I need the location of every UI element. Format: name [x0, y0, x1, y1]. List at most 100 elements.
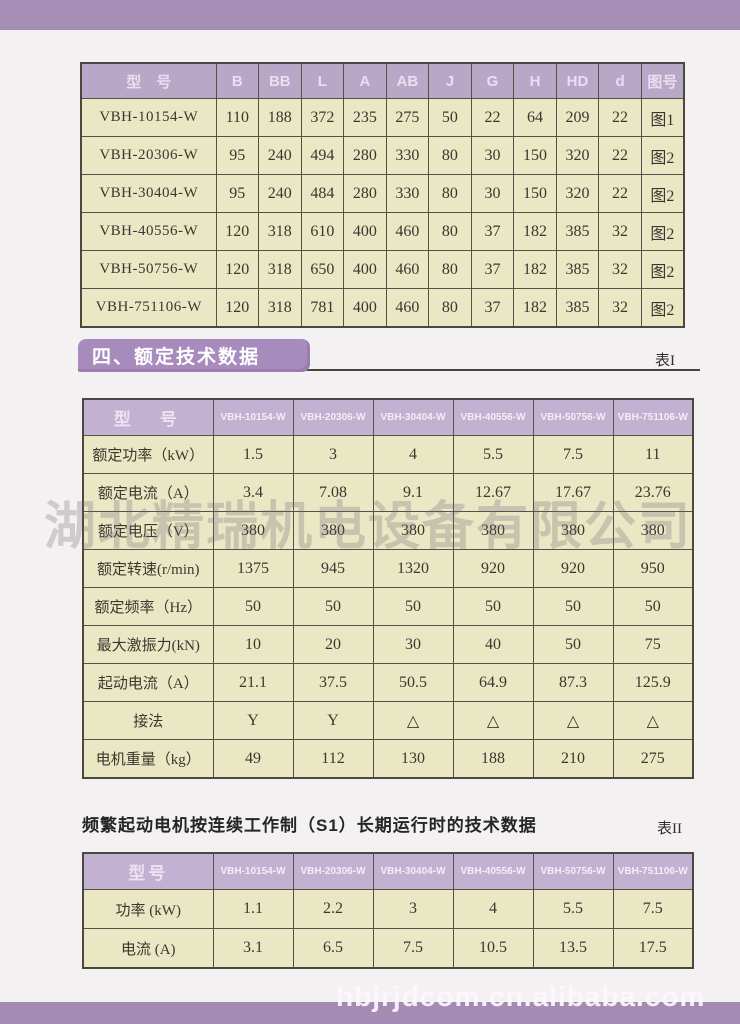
cell: 130	[372, 739, 454, 779]
cell: 318	[258, 250, 302, 289]
cell: 280	[343, 174, 387, 213]
table-row: VBH-40556-W 120 318 610 400 460 80 37 182 385 32 图2	[80, 212, 685, 251]
cell-model: VBH-20306-W	[80, 136, 217, 175]
cell: 30	[372, 625, 454, 664]
cell: 380	[372, 511, 454, 550]
table1-label: 表I	[655, 353, 675, 369]
url-watermark: hbjrjdcom.cn.alibaba.com	[336, 981, 706, 1012]
table-row: 起动电流（A） 21.1 37.5 50.5 64.9 87.3 125.9	[82, 663, 694, 702]
table-row: VBH-20306-W 95 240 494 280 330 80 30 150 320 22 图2	[80, 136, 685, 175]
cell: 50	[372, 587, 454, 626]
cell: 50	[452, 587, 534, 626]
cell: 125.9	[612, 663, 694, 702]
cell: △	[532, 701, 614, 740]
table-row: VBH-10154-W 110 188 372 235 275 50 22 64 209 22 图1	[80, 98, 685, 137]
cell: 37	[470, 288, 515, 328]
cell: 920	[532, 549, 614, 588]
row-label: 最大激振力(kN)	[82, 625, 214, 664]
cell: 120	[215, 250, 260, 289]
cell: 182	[513, 212, 557, 251]
cell: 460	[385, 212, 430, 251]
cell: 95	[215, 136, 260, 175]
column-header: H	[513, 62, 557, 99]
cell: 318	[258, 288, 302, 328]
cell: 80	[428, 136, 472, 175]
column-header: VBH-40556-W	[452, 852, 534, 890]
column-header: VBH-20306-W	[292, 852, 374, 890]
cell: 7.5	[372, 928, 454, 969]
cell: 5.5	[452, 435, 534, 474]
cell: 320	[555, 136, 600, 175]
cell: 40	[452, 625, 534, 664]
cell: 12.67	[452, 473, 534, 512]
dimension-table-header-row: 型 号 B BB L A AB J G H HD d 图号	[80, 62, 685, 99]
cell: 4	[452, 889, 534, 929]
cell: 1.5	[212, 435, 294, 474]
column-header: d	[598, 62, 642, 99]
cell: 30	[470, 136, 515, 175]
cell: 3.1	[212, 928, 294, 969]
cell: 图2	[640, 250, 685, 289]
cell: 318	[258, 212, 302, 251]
cell: 22	[598, 174, 642, 213]
cell: 150	[513, 174, 557, 213]
cell: 21.1	[212, 663, 294, 702]
cell: 9.1	[372, 473, 454, 512]
cell: 610	[300, 212, 345, 251]
row-label: 额定转速(r/min)	[82, 549, 214, 588]
cell: 2.2	[292, 889, 374, 929]
section-title: 四、额定技术数据	[92, 347, 261, 368]
cell: 112	[292, 739, 374, 779]
table-row: 额定转速(r/min) 1375 945 1320 920 920 950	[82, 549, 694, 588]
column-header: AB	[385, 62, 430, 99]
column-header: VBH-50756-W	[532, 398, 614, 436]
cell: 275	[612, 739, 694, 779]
table-row: 接法 Y Y △ △ △ △	[82, 701, 694, 740]
cell: 380	[292, 511, 374, 550]
cell: 20	[292, 625, 374, 664]
column-header: L	[300, 62, 345, 99]
top-border-bar	[0, 0, 740, 30]
cell-model: VBH-30404-W	[80, 174, 217, 213]
table-row: 功率 (kW) 1.1 2.2 3 4 5.5 7.5	[82, 889, 694, 929]
column-header: HD	[555, 62, 600, 99]
column-header: VBH-10154-W	[212, 398, 294, 436]
cell: 380	[612, 511, 694, 550]
rated-data-table: 型 号 VBH-10154-W VBH-20306-W VBH-30404-W …	[82, 398, 694, 779]
cell: 37	[470, 250, 515, 289]
cell: 781	[300, 288, 345, 328]
cell: 950	[612, 549, 694, 588]
cell: 图2	[640, 174, 685, 213]
cell: 37	[470, 212, 515, 251]
column-header: VBH-10154-W	[212, 852, 294, 890]
cell: 650	[300, 250, 345, 289]
cell: 49	[212, 739, 294, 779]
cell: 32	[598, 288, 642, 328]
cell: 240	[258, 136, 302, 175]
cell: 182	[513, 288, 557, 328]
table2-label: 表II	[657, 821, 682, 837]
cell: 图2	[640, 136, 685, 175]
cell: 50	[532, 587, 614, 626]
cell: 380	[212, 511, 294, 550]
cell: 6.5	[292, 928, 374, 969]
cell: 50.5	[372, 663, 454, 702]
table-row: 额定频率（Hz） 50 50 50 50 50 50	[82, 587, 694, 626]
cell: 4	[372, 435, 454, 474]
cell: 50	[292, 587, 374, 626]
cell: 120	[215, 288, 260, 328]
table-row: 电机重量（kg） 49 112 130 188 210 275	[82, 739, 694, 779]
row-label: 电机重量（kg）	[82, 739, 214, 779]
cell: 10.5	[452, 928, 534, 969]
cell: 3	[372, 889, 454, 929]
cell: 11	[612, 435, 694, 474]
table-row: VBH-50756-W 120 318 650 400 460 80 37 182 385 32 图2	[80, 250, 685, 289]
cell: Y	[212, 701, 294, 740]
row-label: 起动电流（A）	[82, 663, 214, 702]
cell: 380	[532, 511, 614, 550]
cell-model: VBH-40556-W	[80, 212, 217, 251]
cell: 5.5	[532, 889, 614, 929]
column-header: VBH-751106-W	[612, 852, 694, 890]
cell: 188	[258, 98, 302, 137]
row-label: 额定电压（V）	[82, 511, 214, 550]
